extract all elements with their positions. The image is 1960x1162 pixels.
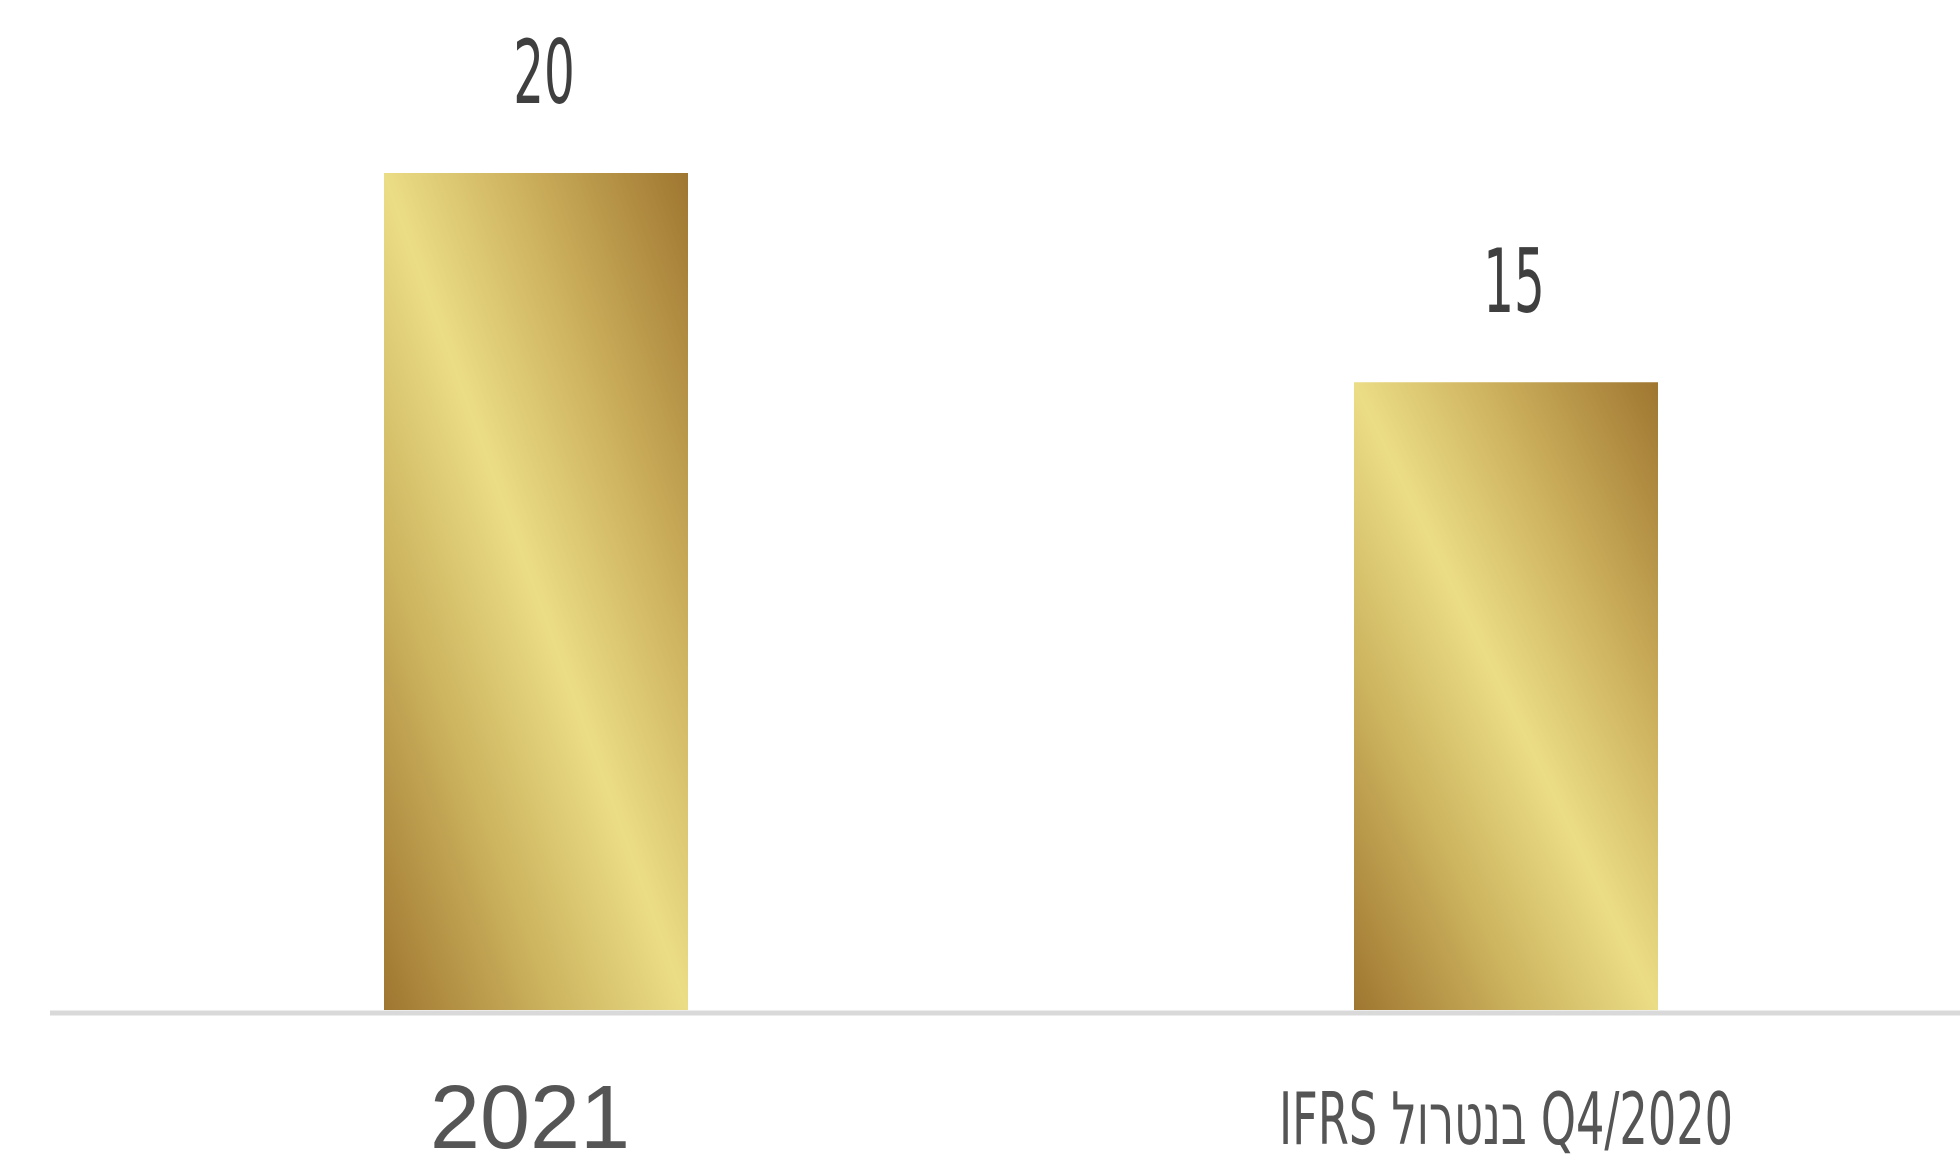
category-label-2021: 2021 xyxy=(430,1068,630,1162)
category-label-q4-2020: Q4/2020 בנטרול IFRS xyxy=(1279,1078,1733,1162)
bar-1 xyxy=(384,173,688,1010)
bar-2 xyxy=(1354,382,1658,1010)
category-labels: 2021 Q4/2020 בנטרול IFRS xyxy=(430,1068,1733,1162)
value-label-1: 20 xyxy=(513,21,575,124)
value-label-2: 15 xyxy=(1483,230,1545,333)
bars-layer xyxy=(384,173,1658,1010)
